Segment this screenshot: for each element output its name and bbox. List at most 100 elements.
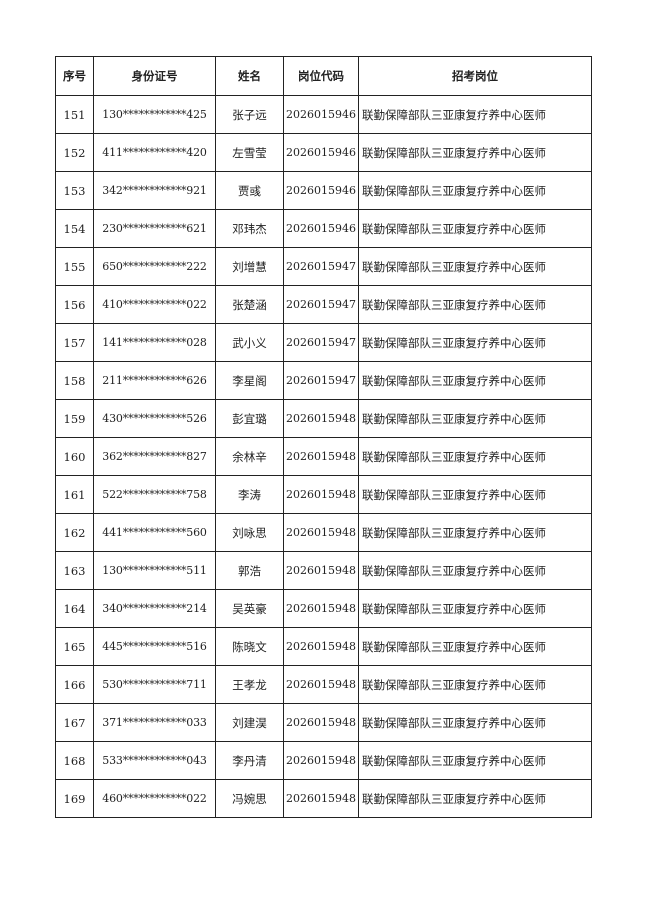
cell-post: 联勤保障部队三亚康复疗养中心医师 <box>358 361 592 400</box>
cell-name: 李丹清 <box>215 741 284 780</box>
cell-name: 彭宜璐 <box>215 399 284 438</box>
cell-index: 151 <box>55 95 94 134</box>
table-row: 158 211************626 李星阁 2026015947 联勤保障部队… <box>55 361 592 400</box>
cell-post: 联勤保障部队三亚康复疗养中心医师 <box>358 589 592 628</box>
table-row: 164 340************214 吴英豪 2026015948 联勤保障部队… <box>55 589 592 628</box>
cell-name: 左雪莹 <box>215 133 284 172</box>
cell-post: 联勤保障部队三亚康复疗养中心医师 <box>358 133 592 172</box>
cell-index: 155 <box>55 247 94 286</box>
cell-post-code: 2026015947 <box>283 247 359 286</box>
cell-index: 167 <box>55 703 94 742</box>
cell-name: 贾彧 <box>215 171 284 210</box>
cell-index: 157 <box>55 323 94 362</box>
cell-id-number: 141************028 <box>93 323 216 362</box>
cell-index: 163 <box>55 551 94 590</box>
cell-name: 刘咏思 <box>215 513 284 552</box>
cell-name: 余林辛 <box>215 437 284 476</box>
cell-post-code: 2026015947 <box>283 323 359 362</box>
cell-name: 吴英豪 <box>215 589 284 628</box>
cell-id-number: 650************222 <box>93 247 216 286</box>
header-index: 序号 <box>55 56 94 96</box>
cell-post: 联勤保障部队三亚康复疗养中心医师 <box>358 171 592 210</box>
cell-post: 联勤保障部队三亚康复疗养中心医师 <box>358 665 592 704</box>
cell-id-number: 130************425 <box>93 95 216 134</box>
cell-id-number: 533************043 <box>93 741 216 780</box>
cell-post: 联勤保障部队三亚康复疗养中心医师 <box>358 323 592 362</box>
cell-id-number: 522************758 <box>93 475 216 514</box>
cell-index: 156 <box>55 285 94 324</box>
cell-post-code: 2026015948 <box>283 665 359 704</box>
cell-id-number: 445************516 <box>93 627 216 666</box>
cell-id-number: 371************033 <box>93 703 216 742</box>
cell-post-code: 2026015948 <box>283 627 359 666</box>
cell-index: 154 <box>55 209 94 248</box>
table-row: 161 522************758 李涛 2026015948 联勤保障部队三… <box>55 475 592 514</box>
cell-index: 159 <box>55 399 94 438</box>
cell-post-code: 2026015948 <box>283 399 359 438</box>
cell-name: 郭浩 <box>215 551 284 590</box>
table-row: 168 533************043 李丹清 2026015948 联勤保障部队… <box>55 741 592 780</box>
table-row: 151 130************425 张子远 2026015946 联勤保障部队… <box>55 95 592 134</box>
cell-post-code: 2026015946 <box>283 171 359 210</box>
cell-post: 联勤保障部队三亚康复疗养中心医师 <box>358 551 592 590</box>
cell-name: 张楚涵 <box>215 285 284 324</box>
table-row: 160 362************827 余林辛 2026015948 联勤保障部队… <box>55 437 592 476</box>
table-row: 169 460************022 冯婉思 2026015948 联勤保障部队… <box>55 779 592 818</box>
table-row: 154 230************621 邓玮杰 2026015946 联勤保障部队… <box>55 209 592 248</box>
cell-name: 冯婉思 <box>215 779 284 818</box>
table-row: 159 430************526 彭宜璐 2026015948 联勤保障部队… <box>55 399 592 438</box>
cell-post-code: 2026015948 <box>283 703 359 742</box>
cell-post: 联勤保障部队三亚康复疗养中心医师 <box>358 513 592 552</box>
cell-post-code: 2026015948 <box>283 551 359 590</box>
cell-id-number: 411************420 <box>93 133 216 172</box>
cell-post-code: 2026015948 <box>283 741 359 780</box>
cell-post: 联勤保障部队三亚康复疗养中心医师 <box>358 703 592 742</box>
table-row: 166 530************711 王孝龙 2026015948 联勤保障部队… <box>55 665 592 704</box>
header-id-number: 身份证号 <box>93 56 216 96</box>
cell-post-code: 2026015948 <box>283 779 359 818</box>
cell-index: 165 <box>55 627 94 666</box>
cell-index: 169 <box>55 779 94 818</box>
cell-post: 联勤保障部队三亚康复疗养中心医师 <box>358 437 592 476</box>
cell-name: 张子远 <box>215 95 284 134</box>
header-post-code: 岗位代码 <box>283 56 359 96</box>
cell-index: 158 <box>55 361 94 400</box>
cell-post-code: 2026015948 <box>283 513 359 552</box>
cell-index: 161 <box>55 475 94 514</box>
cell-post: 联勤保障部队三亚康复疗养中心医师 <box>358 399 592 438</box>
cell-name: 王孝龙 <box>215 665 284 704</box>
cell-index: 162 <box>55 513 94 552</box>
cell-post: 联勤保障部队三亚康复疗养中心医师 <box>358 627 592 666</box>
cell-id-number: 342************921 <box>93 171 216 210</box>
header-row: 序号 身份证号 姓名 岗位代码 招考岗位 <box>55 56 592 96</box>
cell-id-number: 530************711 <box>93 665 216 704</box>
cell-post: 联勤保障部队三亚康复疗养中心医师 <box>358 779 592 818</box>
table-row: 157 141************028 武小义 2026015947 联勤保障部队… <box>55 323 592 362</box>
cell-index: 164 <box>55 589 94 628</box>
cell-name: 武小义 <box>215 323 284 362</box>
cell-id-number: 211************626 <box>93 361 216 400</box>
candidate-table: 序号 身份证号 姓名 岗位代码 招考岗位 151 130************4… <box>55 56 592 818</box>
cell-id-number: 430************526 <box>93 399 216 438</box>
cell-post: 联勤保障部队三亚康复疗养中心医师 <box>358 95 592 134</box>
cell-id-number: 230************621 <box>93 209 216 248</box>
cell-id-number: 460************022 <box>93 779 216 818</box>
cell-post-code: 2026015947 <box>283 285 359 324</box>
cell-post: 联勤保障部队三亚康复疗养中心医师 <box>358 475 592 514</box>
cell-post-code: 2026015948 <box>283 475 359 514</box>
cell-id-number: 362************827 <box>93 437 216 476</box>
cell-post: 联勤保障部队三亚康复疗养中心医师 <box>358 741 592 780</box>
cell-name: 陈晓文 <box>215 627 284 666</box>
cell-post: 联勤保障部队三亚康复疗养中心医师 <box>358 247 592 286</box>
table-row: 155 650************222 刘增慧 2026015947 联勤保障部队… <box>55 247 592 286</box>
cell-post-code: 2026015946 <box>283 209 359 248</box>
cell-post-code: 2026015947 <box>283 361 359 400</box>
cell-index: 152 <box>55 133 94 172</box>
table-row: 162 441************560 刘咏思 2026015948 联勤保障部队… <box>55 513 592 552</box>
table-row: 163 130************511 郭浩 2026015948 联勤保障部队三… <box>55 551 592 590</box>
cell-id-number: 130************511 <box>93 551 216 590</box>
cell-name: 李涛 <box>215 475 284 514</box>
cell-index: 166 <box>55 665 94 704</box>
cell-name: 刘建淏 <box>215 703 284 742</box>
table-body: 151 130************425 张子远 2026015946 联勤保障部队… <box>55 95 592 818</box>
